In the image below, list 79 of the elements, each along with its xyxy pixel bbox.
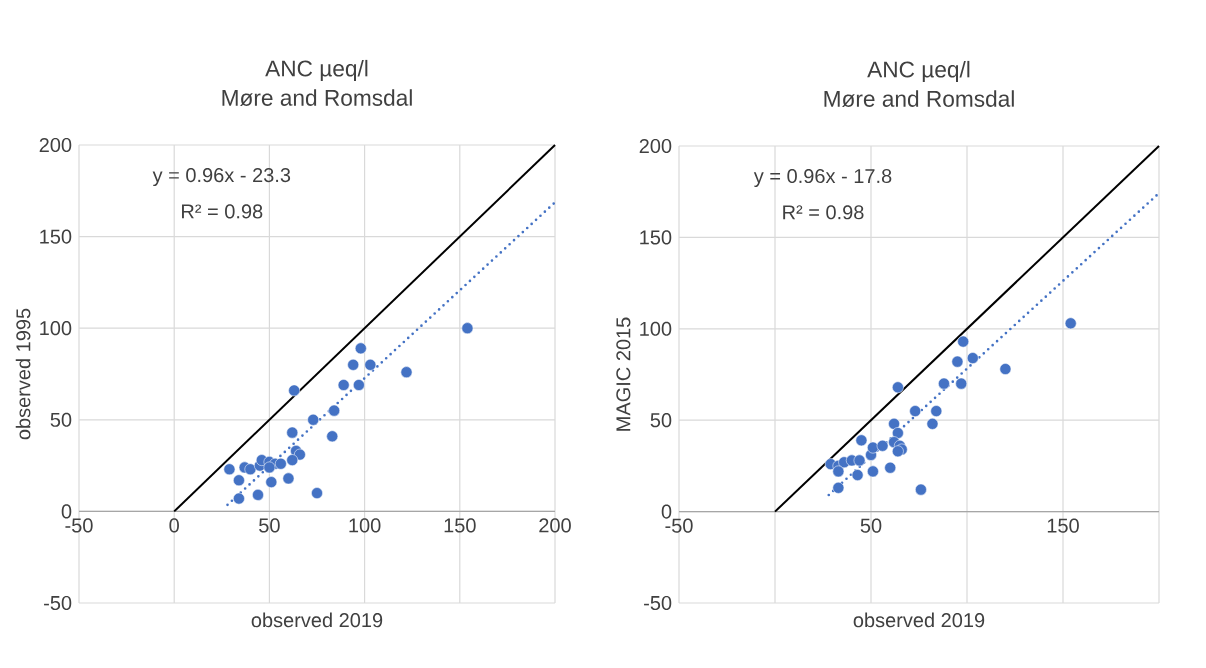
point bbox=[286, 426, 299, 439]
y-axis-title: observed 1995 bbox=[15, 308, 31, 440]
point bbox=[337, 379, 350, 391]
point bbox=[282, 472, 295, 485]
point bbox=[286, 454, 299, 466]
y-tick-label: 200 bbox=[39, 137, 72, 153]
point bbox=[233, 492, 245, 505]
chart-title: ANC µeq/l bbox=[265, 59, 368, 82]
y-tick-label: -50 bbox=[44, 595, 72, 611]
point bbox=[400, 366, 413, 379]
point bbox=[832, 481, 845, 494]
point bbox=[892, 381, 904, 394]
x-tick-label: 150 bbox=[1047, 518, 1079, 533]
x-tick-label: 0 bbox=[169, 518, 179, 533]
x-tick-label: 200 bbox=[539, 518, 571, 533]
y-tick-label: 50 bbox=[50, 412, 72, 427]
annotation: R² = 0.98 bbox=[783, 205, 864, 220]
y-tick-label: 150 bbox=[40, 229, 72, 244]
x-axis-title: observed 2019 bbox=[251, 612, 383, 628]
point bbox=[926, 417, 939, 430]
point bbox=[263, 461, 276, 474]
y-tick-label: 100 bbox=[640, 321, 672, 336]
x-tick-label: 100 bbox=[349, 518, 381, 533]
x-tick-label: 50 bbox=[259, 518, 280, 533]
point bbox=[999, 363, 1012, 375]
x-axis-title: observed 2019 bbox=[853, 612, 985, 628]
point bbox=[244, 463, 257, 476]
chart-subtitle: Møre and Romsdal bbox=[222, 89, 412, 107]
point bbox=[233, 474, 245, 487]
point bbox=[930, 405, 943, 417]
point bbox=[938, 377, 950, 390]
point bbox=[853, 454, 866, 467]
point bbox=[884, 461, 897, 474]
point bbox=[223, 463, 236, 476]
point bbox=[957, 335, 970, 348]
point bbox=[892, 445, 904, 458]
point bbox=[855, 434, 868, 447]
y-tick-label: 150 bbox=[640, 230, 672, 245]
x-tick-label: -50 bbox=[65, 518, 93, 533]
point bbox=[915, 483, 927, 496]
point bbox=[364, 358, 377, 371]
point bbox=[307, 413, 320, 426]
point bbox=[966, 352, 979, 364]
point bbox=[265, 476, 278, 488]
y-tick-label: 50 bbox=[650, 413, 672, 428]
point bbox=[311, 487, 323, 499]
point bbox=[326, 430, 339, 443]
point bbox=[955, 377, 968, 390]
point bbox=[1064, 317, 1077, 330]
y-tick-label: 200 bbox=[639, 138, 672, 154]
x-tick-label: 50 bbox=[860, 518, 882, 533]
point bbox=[876, 439, 889, 452]
y-tick-label: 0 bbox=[661, 504, 672, 519]
point bbox=[832, 465, 845, 478]
x-tick-label: -50 bbox=[665, 518, 693, 533]
y-tick-label: -50 bbox=[644, 595, 672, 611]
annotation: y = 0.96x - 23.3 bbox=[152, 168, 291, 187]
point bbox=[274, 457, 287, 470]
point bbox=[867, 465, 879, 478]
chart-title: ANC µeq/l bbox=[867, 60, 970, 83]
y-tick-label: 0 bbox=[61, 504, 72, 519]
annotation: y = 0.96x - 17.8 bbox=[753, 168, 892, 188]
point bbox=[252, 489, 264, 501]
x-tick-label: 150 bbox=[444, 518, 476, 533]
point bbox=[347, 358, 360, 371]
point bbox=[328, 404, 341, 417]
y-axis-title: MAGIC 2015 bbox=[616, 317, 631, 431]
point bbox=[461, 322, 474, 335]
point bbox=[354, 342, 367, 355]
point bbox=[951, 355, 964, 368]
point bbox=[353, 379, 365, 391]
y-tick-label: 100 bbox=[40, 321, 72, 336]
point bbox=[288, 384, 301, 397]
point bbox=[888, 417, 900, 430]
point bbox=[909, 405, 922, 417]
point bbox=[892, 427, 904, 439]
annotation: R² = 0.98 bbox=[182, 204, 263, 219]
chart-subtitle: Møre and Romsdal bbox=[824, 90, 1014, 108]
point bbox=[851, 469, 864, 481]
